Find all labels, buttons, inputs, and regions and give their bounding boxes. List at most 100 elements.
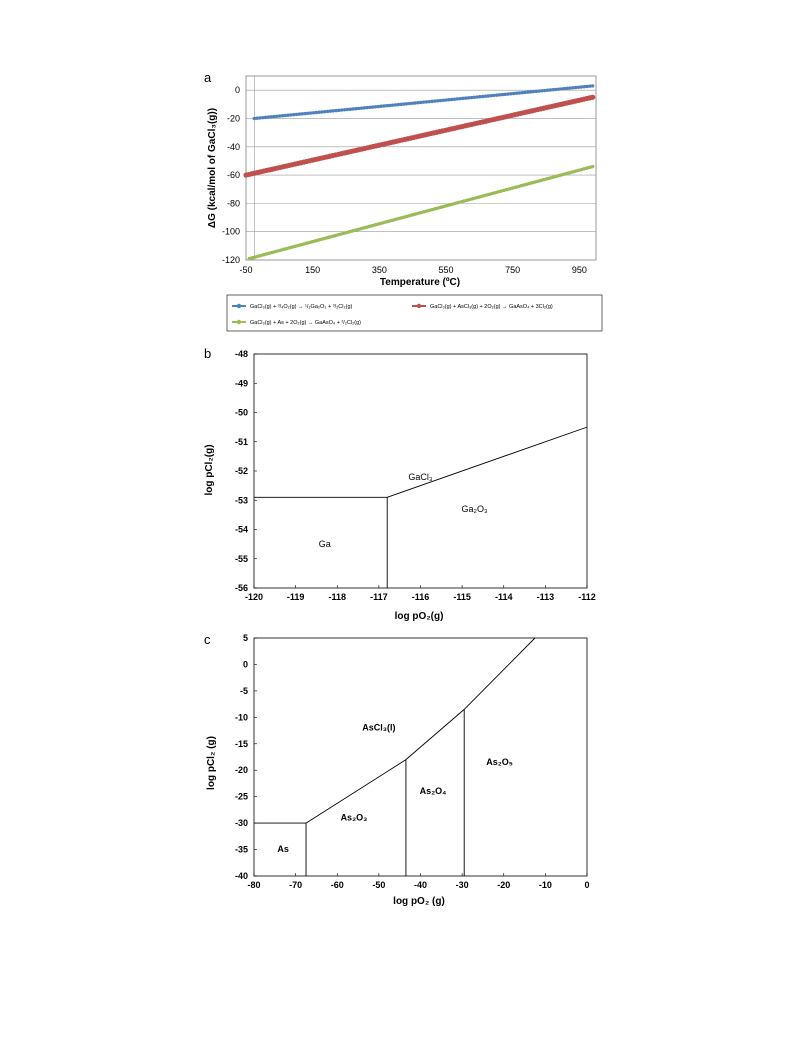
chart-c-y-tick-label: 5 — [243, 633, 248, 643]
chart-a-data-point — [255, 116, 259, 120]
chart-a-data-point — [590, 164, 595, 169]
chart-b-y-tick-label: -51 — [235, 437, 248, 447]
chart-a-data-point — [304, 241, 309, 245]
chart-a-x-tick-label: 550 — [438, 265, 453, 275]
chart-c-x-tick-label: -60 — [331, 880, 344, 890]
panel-label-c: c — [204, 632, 211, 647]
chart-a-data-point — [322, 236, 326, 241]
chart-a-data-point — [404, 102, 409, 106]
chart-a-data-point — [347, 230, 352, 234]
chart-a-data-point — [444, 98, 448, 102]
chart-a-data-point — [275, 114, 279, 118]
chart-a-data-point — [385, 104, 389, 108]
chart-a-data-point — [447, 98, 451, 102]
chart-a-data-point — [416, 101, 420, 105]
chart-a-data-point — [387, 219, 392, 223]
chart-a-x-tick-label: 350 — [372, 265, 387, 275]
chart-a-data-point — [495, 93, 499, 97]
chart-a-data-point — [433, 207, 438, 211]
chart-a-data-point — [430, 99, 434, 104]
chart-b-region-label: GaCl₃ — [408, 472, 433, 482]
chart-a-data-point — [425, 209, 429, 213]
chart-a-data-point — [384, 220, 389, 224]
chart-a-data-point — [568, 86, 572, 90]
chart-a-data-point — [579, 167, 583, 172]
chart-c-y-tick-label: -40 — [235, 871, 248, 881]
chart-b-y-tick-label: -53 — [235, 495, 248, 505]
chart-c-x-ticks: -80 -70 -60 -50 -40 -30 -20 -10 0 — [247, 873, 590, 890]
chart-a-data-point — [462, 199, 466, 203]
chart-a-data-point — [557, 87, 561, 91]
chart-a-data-point — [373, 105, 378, 109]
chart-a-data-point — [323, 109, 327, 114]
chart-a-data-point — [526, 90, 530, 94]
chart-a-data-point — [261, 115, 265, 120]
chart-a-data-point — [418, 100, 423, 105]
chart-a-data-point — [252, 116, 257, 121]
chart-a-data-point — [342, 231, 346, 235]
chart-b-x-tick-label: -116 — [412, 592, 430, 602]
chart-a-data-point — [390, 218, 395, 222]
chart-a-data-point — [493, 190, 498, 195]
chart-a-data-point — [382, 104, 386, 108]
chart-a-data-point — [376, 104, 381, 109]
chart-a-data-point — [478, 95, 482, 99]
chart-a-data-point — [585, 166, 589, 170]
chart-a-legend-entries: GaCl₃(g) + ³/₄O₂(g) → ¹/₂Ga₂O₃ + ³/₂Cl₂(… — [232, 303, 553, 326]
chart-a: 0 -20 -40 -60 -80 -100 -120 -50 150 350 550 750 950… — [207, 75, 603, 332]
chart-a-data-point — [261, 253, 266, 257]
chart-a-data-point — [309, 111, 313, 115]
chart-c-x-tick-label: -20 — [497, 880, 510, 890]
chart-a-data-point — [528, 181, 532, 186]
chart-a-data-point — [404, 214, 409, 219]
chart-a-data-point — [452, 97, 457, 101]
chart-a-data-point — [556, 174, 561, 178]
chart-c-region-label: As₂O₅ — [486, 757, 513, 767]
chart-c-y-tick-label: -25 — [235, 792, 248, 802]
chart-a-data-point — [311, 111, 316, 115]
chart-a-data-point — [522, 183, 526, 187]
chart-a-data-point — [247, 256, 252, 261]
chart-a-data-point — [536, 179, 541, 183]
chart-a-data-point — [510, 186, 515, 190]
chart-a-data-point — [379, 221, 383, 226]
chart-a-data-point — [582, 167, 586, 171]
chart-a-data-point — [256, 254, 260, 258]
chart-a-data-point — [500, 92, 505, 97]
chart-a-data-point — [327, 235, 332, 239]
chart-a-data-point — [266, 115, 271, 119]
chart-b-y-tick-label: -56 — [235, 583, 248, 593]
chart-c-phase-boundaries — [254, 637, 536, 876]
chart-a-legend-label: GaCl₃(g) + AsCl₃(g) + 2O₂(g) → GaAsO₄ + … — [430, 304, 553, 310]
chart-b-x-axis-label: log pO₂(g) — [395, 611, 444, 622]
chart-c-x-tick-label: -50 — [372, 880, 385, 890]
chart-a-data-point — [534, 89, 538, 94]
chart-b-region-labels: GaCl₃ Ga₂O₃ Ga — [319, 472, 488, 549]
chart-a-data-point — [320, 110, 324, 114]
chart-a-data-point — [506, 92, 510, 96]
chart-a-data-point — [492, 93, 496, 98]
chart-a-data-point — [267, 251, 272, 255]
chart-a-x-tick-label: 750 — [505, 265, 520, 275]
chart-a-data-point — [300, 112, 304, 116]
chart-a-data-point — [387, 103, 392, 108]
chart-b-x-tick-label: -112 — [578, 592, 596, 602]
chart-a-data-point — [289, 113, 293, 117]
chart-a-data-point — [413, 101, 417, 105]
chart-a-legend — [226, 294, 603, 332]
chart-a-data-point — [351, 107, 355, 111]
chart-b-x-tick-label: -119 — [287, 592, 305, 602]
chart-a-data-point — [590, 94, 596, 100]
chart-a-data-point — [325, 109, 330, 114]
chart-a-data-point — [310, 240, 314, 244]
chart-a-legend-label: GaCl₃(g) + ³/₄O₂(g) → ¹/₂Ga₂O₃ + ³/₂Cl₂(… — [250, 304, 353, 310]
chart-a-data-point — [449, 97, 454, 102]
chart-a-data-point — [512, 91, 516, 96]
chart-a-data-point — [490, 191, 495, 196]
chart-a-data-point — [447, 203, 452, 207]
chart-a-legend-marker — [236, 303, 242, 309]
chart-a-data-point — [286, 113, 290, 117]
chart-a-data-point — [441, 98, 445, 102]
chart-a-data-point — [570, 170, 575, 174]
chart-a-data-point — [559, 173, 563, 177]
